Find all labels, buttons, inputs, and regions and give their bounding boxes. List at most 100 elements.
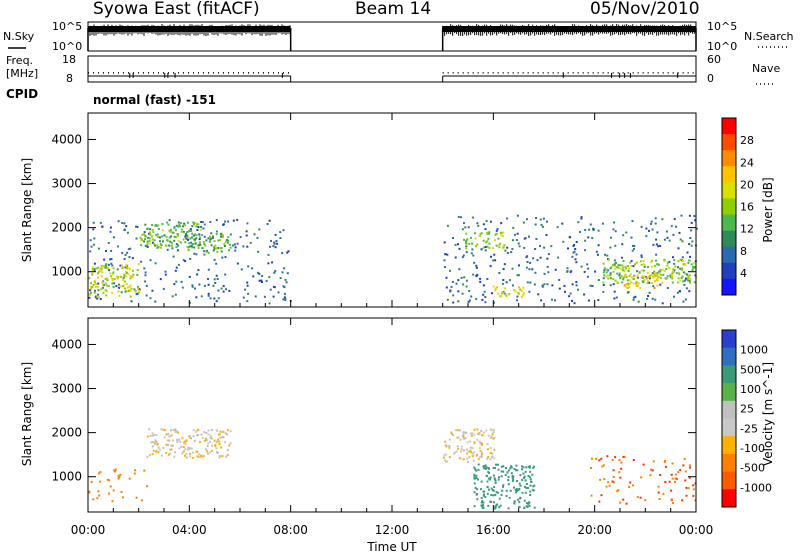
heatmap-cell xyxy=(109,258,112,261)
heatmap-cell xyxy=(210,444,213,447)
heatmap-cell xyxy=(606,268,608,271)
heatmap-cell xyxy=(112,236,115,239)
heatmap-cell xyxy=(472,459,475,462)
heatmap-cell xyxy=(657,245,660,248)
heatmap-cell xyxy=(184,260,187,263)
heatmap-cell xyxy=(207,283,210,286)
heatmap-cell xyxy=(485,466,488,469)
heatmap-cell xyxy=(266,223,269,225)
heatmap-cell xyxy=(661,268,664,271)
heatmap-cell xyxy=(105,250,107,252)
colorbar-swatch xyxy=(722,365,736,384)
heatmap-cell xyxy=(494,289,497,292)
heatmap-cell xyxy=(554,299,556,302)
colorbar-swatch xyxy=(722,383,736,402)
heatmap-cell xyxy=(204,438,207,441)
heatmap-cell xyxy=(445,286,448,289)
heatmap-cell xyxy=(677,291,679,294)
heatmap-cell xyxy=(193,223,195,226)
heatmap-cell xyxy=(102,281,105,284)
heatmap-cell xyxy=(284,278,287,281)
heatmap-cell xyxy=(624,273,627,276)
heatmap-cell xyxy=(505,467,507,469)
heatmap-cell xyxy=(236,218,239,221)
heatmap-cell xyxy=(668,260,671,263)
heatmap-cell xyxy=(642,260,645,262)
heatmap-cell xyxy=(204,244,207,247)
heatmap-cell xyxy=(661,218,664,221)
heatmap-cell xyxy=(459,450,462,453)
heatmap-cell xyxy=(272,285,275,288)
heatmap-cell xyxy=(457,215,460,218)
heatmap-cell xyxy=(631,276,633,279)
heatmap-cell xyxy=(193,238,196,241)
heatmap-cell xyxy=(495,244,498,247)
heatmap-cell xyxy=(528,466,531,469)
heatmap-cell xyxy=(636,274,639,277)
power-heatmap xyxy=(88,214,698,305)
heatmap-cell xyxy=(503,287,506,290)
heatmap-cell xyxy=(460,276,463,279)
heatmap-cell xyxy=(652,460,655,463)
heatmap-cell xyxy=(282,285,285,288)
heatmap-cell xyxy=(643,278,646,281)
heatmap-cell xyxy=(510,472,513,475)
heatmap-cell xyxy=(633,245,636,247)
heatmap-cell xyxy=(150,441,153,444)
colorbar-tick-label: -500 xyxy=(740,462,765,475)
heatmap-cell xyxy=(168,244,171,247)
heatmap-cell xyxy=(136,269,139,271)
heatmap-cell xyxy=(220,287,223,290)
heatmap-cell xyxy=(462,458,465,461)
heatmap-cell xyxy=(635,261,638,264)
heatmap-cell xyxy=(222,290,225,293)
heatmap-cell xyxy=(628,275,631,278)
heatmap-cell xyxy=(108,269,111,272)
heatmap-cell xyxy=(216,278,219,280)
heatmap-cell xyxy=(161,454,164,457)
heatmap-cell xyxy=(651,272,654,274)
heatmap-cell xyxy=(575,261,578,264)
heatmap-cell xyxy=(532,257,535,260)
heatmap-cell xyxy=(487,237,490,240)
heatmap-cell xyxy=(220,247,223,249)
heatmap-cell xyxy=(488,471,491,474)
heatmap-cell xyxy=(669,274,672,277)
heatmap-cell xyxy=(449,269,451,272)
heatmap-cell xyxy=(209,440,212,443)
heatmap-cell xyxy=(452,294,455,297)
heatmap-cell xyxy=(502,465,505,468)
heatmap-cell xyxy=(185,453,188,456)
heatmap-cell xyxy=(108,492,111,495)
colorbar-swatch xyxy=(722,489,736,508)
heatmap-cell xyxy=(607,481,609,484)
heatmap-cell xyxy=(263,295,266,298)
heatmap-cell xyxy=(512,226,515,229)
heatmap-cell xyxy=(490,435,493,438)
heatmap-cell xyxy=(655,259,657,262)
heatmap-cell xyxy=(101,267,104,269)
heatmap-cell xyxy=(148,454,151,457)
heatmap-cell xyxy=(122,278,125,281)
heatmap-cell xyxy=(639,287,642,290)
heatmap-cell xyxy=(592,229,595,232)
heatmap-cell xyxy=(479,280,482,283)
heatmap-cell xyxy=(557,256,560,259)
heatmap-cell xyxy=(465,240,468,243)
heatmap-cell xyxy=(203,235,206,238)
colorbar-swatch xyxy=(722,330,736,349)
colorbar-swatch xyxy=(722,150,736,167)
heatmap-cell xyxy=(173,429,176,431)
heatmap-cell xyxy=(670,225,673,228)
heatmap-cell xyxy=(258,228,261,231)
heatmap-cell xyxy=(93,262,96,265)
heatmap-cell xyxy=(459,438,462,441)
heatmap-cell xyxy=(107,263,110,266)
heatmap-cell xyxy=(217,247,220,249)
heatmap-cell xyxy=(577,221,580,224)
heatmap-cell xyxy=(196,455,199,458)
heatmap-cell xyxy=(628,286,631,289)
heatmap-cell xyxy=(477,433,479,436)
heatmap-cell xyxy=(136,225,139,228)
heatmap-cell xyxy=(542,217,545,220)
